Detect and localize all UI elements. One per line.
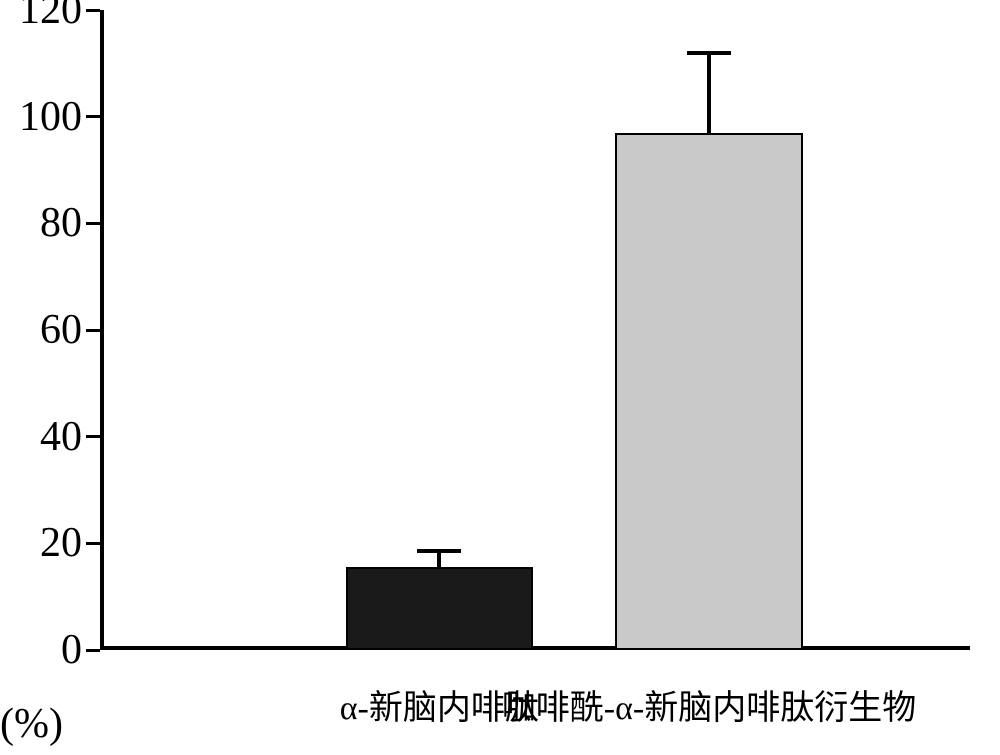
error-bar-stem bbox=[707, 53, 711, 133]
y-axis-unit-label: (%) bbox=[0, 700, 63, 748]
x-axis-label: 咖啡酰-α-新脑内啡肽衍生物 bbox=[409, 680, 1000, 729]
y-tick-mark bbox=[86, 329, 100, 332]
y-tick-mark bbox=[86, 649, 100, 652]
y-tick-mark bbox=[86, 222, 100, 225]
y-tick-label: 100 bbox=[0, 93, 82, 141]
error-bar-stem bbox=[437, 551, 441, 567]
y-tick-mark bbox=[86, 115, 100, 118]
y-tick-label: 0 bbox=[0, 626, 82, 674]
chart-container: (%) 020406080100120α-新脑内啡肽咖啡酰-α-新脑内啡肽衍生物 bbox=[0, 0, 1000, 755]
y-tick-mark bbox=[86, 435, 100, 438]
plot-area bbox=[100, 10, 970, 650]
bar-1 bbox=[346, 567, 533, 650]
error-bar-cap bbox=[687, 51, 731, 55]
y-tick-mark bbox=[86, 542, 100, 545]
y-tick-label: 20 bbox=[0, 519, 82, 567]
y-tick-mark bbox=[86, 9, 100, 12]
bar-2 bbox=[615, 133, 802, 650]
y-tick-label: 120 bbox=[0, 0, 82, 34]
error-bar-cap bbox=[417, 549, 461, 553]
y-tick-label: 60 bbox=[0, 306, 82, 354]
y-tick-label: 80 bbox=[0, 199, 82, 247]
y-tick-label: 40 bbox=[0, 413, 82, 461]
